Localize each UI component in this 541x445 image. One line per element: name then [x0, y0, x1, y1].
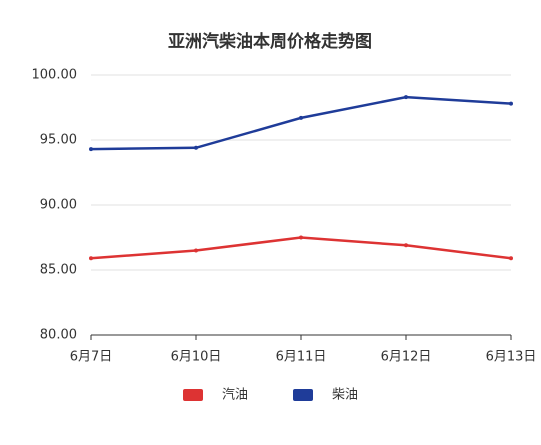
x-tick-label: 6月10日: [171, 350, 222, 365]
point: [194, 248, 198, 253]
y-tick-label: 85.00: [40, 263, 77, 278]
point: [194, 145, 198, 150]
point: [404, 95, 408, 100]
x-tick-label: 6月12日: [381, 350, 432, 365]
series-line: [90, 95, 512, 151]
point: [404, 243, 408, 248]
y-tick-label: 100.00: [32, 68, 78, 83]
legend-label: 柴油: [332, 388, 358, 403]
point: [89, 256, 93, 261]
x-tick-label: 6月13日: [486, 350, 537, 365]
chart-title: 亚洲汽柴油本周价格走势图: [168, 31, 372, 52]
legend-swatch: [293, 389, 313, 401]
x-tick-label: 6月7日: [70, 350, 113, 365]
point: [509, 256, 513, 261]
series-line: [90, 236, 512, 260]
point: [299, 235, 303, 240]
legend-swatch: [183, 389, 203, 401]
y-tick-label: 95.00: [40, 133, 77, 148]
point: [509, 101, 513, 106]
legend-label: 汽油: [222, 388, 248, 403]
point: [299, 115, 303, 120]
x-tick-label: 6月11日: [276, 350, 327, 365]
y-tick-label: 80.00: [40, 328, 77, 343]
point: [89, 147, 93, 152]
y-tick-label: 90.00: [40, 198, 77, 213]
